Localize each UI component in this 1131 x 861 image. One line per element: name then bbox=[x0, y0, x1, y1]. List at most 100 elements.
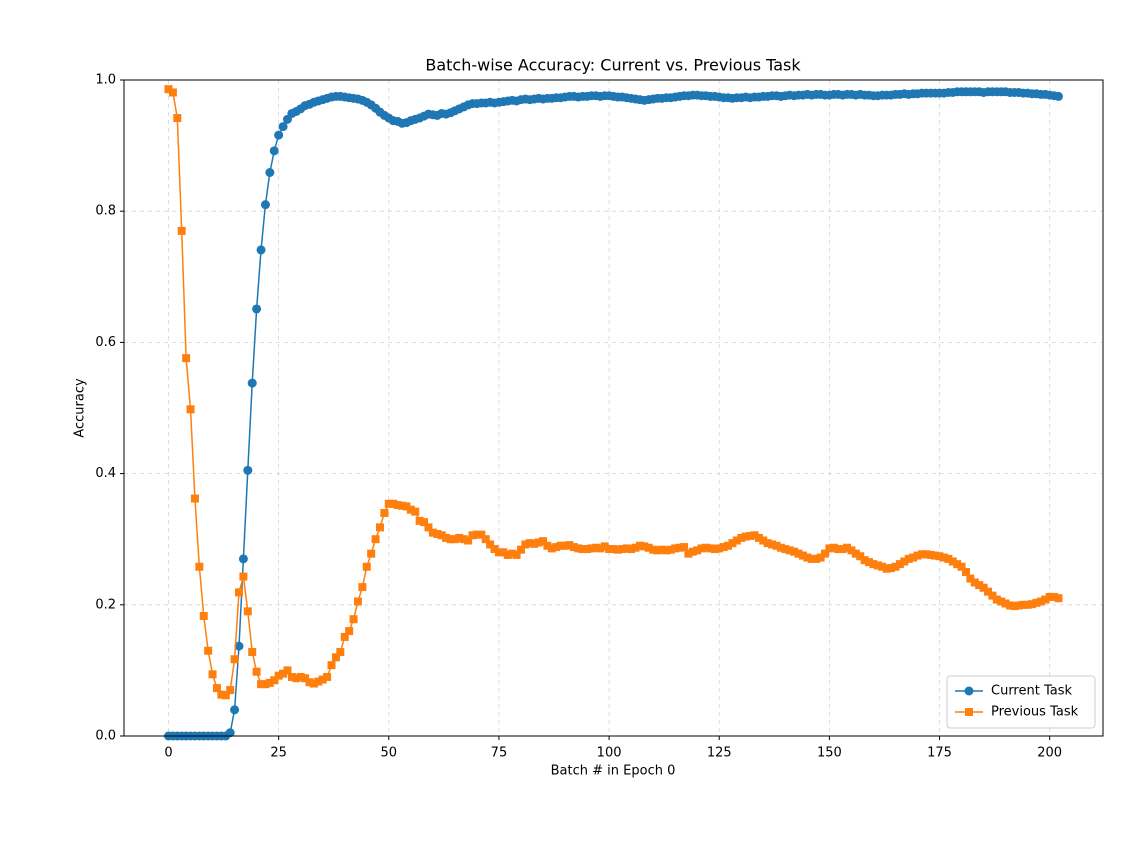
marker bbox=[371, 535, 380, 544]
marker bbox=[257, 680, 266, 689]
marker bbox=[622, 544, 631, 553]
marker bbox=[274, 671, 283, 680]
marker bbox=[763, 539, 772, 548]
marker bbox=[574, 544, 583, 553]
marker bbox=[900, 557, 909, 566]
marker bbox=[984, 587, 993, 596]
marker bbox=[287, 672, 296, 681]
x-tick-label: 175 bbox=[927, 746, 952, 761]
marker bbox=[512, 550, 521, 559]
marker bbox=[367, 549, 376, 558]
marker bbox=[221, 691, 230, 700]
marker bbox=[679, 543, 688, 552]
marker bbox=[190, 494, 199, 503]
marker bbox=[591, 543, 600, 552]
marker bbox=[503, 550, 512, 559]
marker bbox=[243, 465, 253, 475]
marker bbox=[724, 541, 733, 550]
marker bbox=[270, 676, 279, 685]
x-tick-label: 0 bbox=[164, 746, 172, 761]
marker bbox=[1028, 600, 1037, 609]
marker bbox=[781, 545, 790, 554]
marker bbox=[182, 354, 191, 363]
marker bbox=[230, 655, 239, 664]
marker bbox=[420, 518, 429, 527]
marker bbox=[450, 535, 459, 544]
marker bbox=[375, 523, 384, 532]
marker bbox=[825, 544, 834, 553]
marker bbox=[173, 114, 182, 123]
marker bbox=[283, 666, 292, 675]
marker bbox=[816, 553, 825, 562]
marker bbox=[838, 545, 847, 554]
x-tick-label: 150 bbox=[817, 746, 842, 761]
marker bbox=[234, 588, 243, 597]
y-tick-label: 0.2 bbox=[95, 597, 116, 612]
marker bbox=[964, 686, 974, 696]
marker bbox=[596, 544, 605, 553]
marker bbox=[662, 546, 671, 555]
marker bbox=[269, 146, 279, 156]
marker bbox=[481, 535, 490, 544]
marker bbox=[494, 548, 503, 557]
marker bbox=[953, 560, 962, 569]
marker bbox=[851, 549, 860, 558]
marker bbox=[252, 304, 262, 314]
marker bbox=[878, 562, 887, 571]
series bbox=[164, 87, 1063, 741]
marker bbox=[226, 686, 235, 695]
marker bbox=[649, 545, 658, 554]
marker bbox=[539, 537, 548, 546]
marker bbox=[314, 677, 323, 686]
marker bbox=[208, 670, 217, 679]
marker bbox=[525, 539, 534, 548]
marker bbox=[199, 611, 208, 620]
marker bbox=[869, 560, 878, 569]
marker bbox=[922, 550, 931, 559]
marker bbox=[820, 549, 829, 558]
marker bbox=[437, 531, 446, 540]
marker bbox=[865, 558, 874, 567]
y-tick-label: 0.8 bbox=[95, 204, 116, 219]
marker bbox=[578, 545, 587, 554]
marker bbox=[675, 543, 684, 552]
marker bbox=[486, 540, 495, 549]
marker bbox=[384, 499, 393, 508]
marker bbox=[834, 545, 843, 554]
marker bbox=[1032, 598, 1041, 607]
x-tick-label: 125 bbox=[707, 746, 732, 761]
marker bbox=[688, 547, 697, 556]
marker bbox=[979, 583, 988, 592]
marker bbox=[697, 544, 706, 553]
marker bbox=[961, 568, 970, 576]
marker bbox=[393, 501, 402, 510]
marker bbox=[349, 615, 358, 624]
marker bbox=[309, 679, 318, 688]
marker bbox=[715, 544, 724, 553]
marker bbox=[472, 530, 481, 539]
marker bbox=[217, 690, 226, 699]
marker bbox=[186, 405, 195, 414]
marker bbox=[1010, 602, 1019, 611]
marker bbox=[631, 543, 640, 552]
marker bbox=[490, 545, 499, 554]
marker bbox=[1054, 91, 1063, 101]
marker bbox=[992, 595, 1001, 604]
marker bbox=[948, 557, 957, 566]
marker bbox=[737, 533, 746, 542]
legend-box bbox=[946, 675, 1096, 729]
marker bbox=[164, 85, 173, 94]
marker bbox=[719, 543, 728, 552]
marker bbox=[613, 545, 622, 554]
marker bbox=[353, 597, 362, 606]
marker bbox=[569, 543, 578, 552]
marker bbox=[1006, 601, 1015, 610]
marker bbox=[732, 536, 741, 545]
marker bbox=[931, 551, 940, 560]
marker bbox=[684, 549, 693, 558]
marker bbox=[516, 545, 525, 554]
marker bbox=[530, 539, 539, 548]
marker bbox=[336, 648, 345, 657]
marker bbox=[644, 543, 653, 552]
